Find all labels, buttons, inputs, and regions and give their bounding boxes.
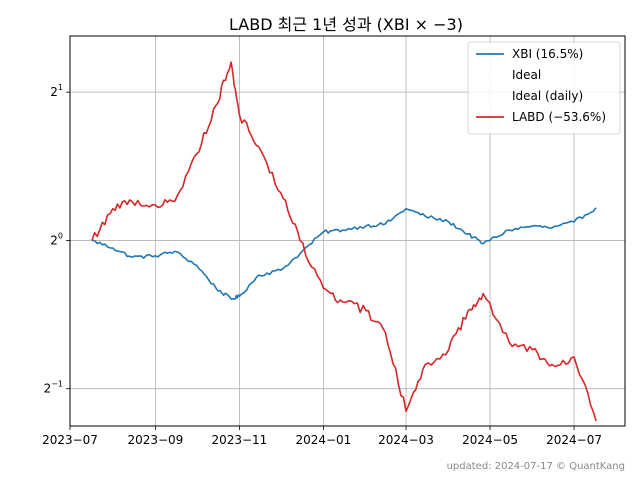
x-tick-label: 2024−05 <box>462 433 518 447</box>
x-tick-label: 2023−11 <box>211 433 267 447</box>
legend-label: Ideal <box>512 68 541 82</box>
y-tick-label: 20 <box>50 231 63 247</box>
legend-box <box>467 41 621 135</box>
x-axis: 2023−07 2023−09 2023−11 2024−01 2024−03 2024−… <box>42 426 602 447</box>
footnote: updated: 2024-07-17 © QuantKang <box>447 461 625 472</box>
y-tick-base: 2 <box>50 233 58 247</box>
legend-label: XBI (16.5%) <box>512 47 583 61</box>
y-tick-label: 21 <box>50 83 63 99</box>
y-tick-exponent: 1 <box>58 83 63 92</box>
series-layer <box>91 61 597 422</box>
y-tick-label: 2−1 <box>44 380 63 396</box>
x-tick-label: 2024−03 <box>378 433 434 447</box>
x-tick-label: 2023−09 <box>127 433 183 447</box>
plot-frame <box>69 35 626 427</box>
y-tick-exponent: 0 <box>58 231 63 240</box>
y-tick-exponent: −1 <box>51 380 63 389</box>
legend-label: LABD (−53.6%) <box>512 110 606 124</box>
series-line-3 <box>91 61 597 422</box>
x-tick-label: 2024−01 <box>295 433 351 447</box>
chart-title: LABD 최근 1년 성과 (XBI × −3) <box>229 15 463 34</box>
y-tick-base: 2 <box>50 85 58 99</box>
series-line-0 <box>91 207 597 300</box>
y-tick-base: 2 <box>44 382 52 396</box>
x-tick-label: 2024−07 <box>546 433 602 447</box>
x-tick-label: 2023−07 <box>42 433 98 447</box>
legend: XBI (16.5%) Ideal Ideal (daily) LABD (−53.6… <box>467 41 621 135</box>
legend-label: Ideal (daily) <box>512 89 583 103</box>
